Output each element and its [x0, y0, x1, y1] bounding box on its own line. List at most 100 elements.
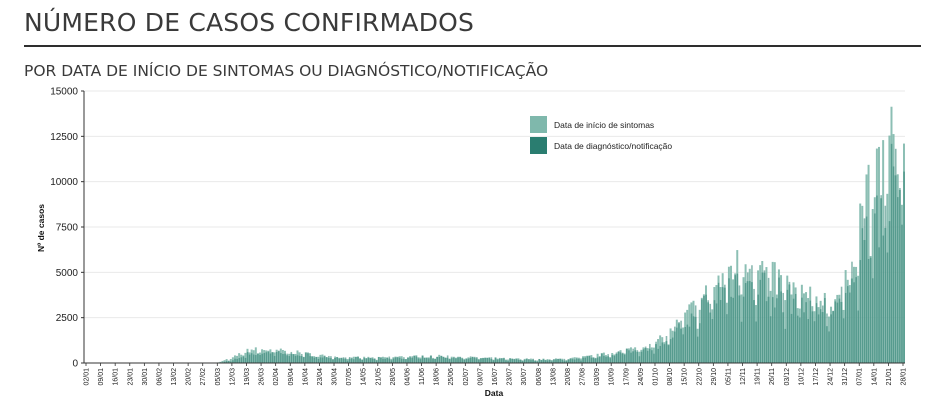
bar-diagnosis	[490, 357, 493, 363]
bar-diagnosis	[355, 357, 357, 363]
bar-diagnosis	[849, 292, 851, 363]
bar-diagnosis	[819, 309, 822, 363]
bar-diagnosis	[613, 355, 616, 363]
bar-diagnosis	[784, 328, 787, 363]
bar-diagnosis	[367, 357, 370, 363]
bar-diagnosis	[513, 359, 516, 363]
bar-diagnosis	[521, 361, 524, 363]
bar-diagnosis	[371, 358, 374, 363]
bar-diagnosis	[761, 272, 764, 363]
bar-diagnosis	[284, 353, 286, 363]
bar-diagnosis	[411, 356, 414, 363]
x-tick-label: 18/06	[434, 368, 441, 386]
bar-diagnosis	[451, 358, 453, 363]
bar-diagnosis	[446, 355, 449, 363]
bar-diagnosis	[901, 224, 903, 363]
bar-diagnosis	[596, 357, 599, 363]
bar-diagnosis	[826, 313, 828, 363]
x-tick-label: 27/08	[580, 368, 587, 386]
bar-diagnosis	[713, 300, 716, 363]
bar-diagnosis	[294, 355, 297, 363]
x-tick-label: 21/01	[886, 368, 893, 386]
x-tick-label: 26/11	[769, 368, 776, 385]
bar-diagnosis	[361, 359, 363, 363]
x-tick-label: 01/10	[652, 368, 659, 386]
bar-diagnosis	[551, 361, 553, 363]
bar-diagnosis	[292, 354, 295, 363]
y-tick-label: 12500	[50, 132, 78, 143]
y-tick-labels: 0 2500 5000 7500 10000 12500 15000	[50, 87, 78, 370]
bar-diagnosis	[238, 358, 241, 363]
bar-diagnosis	[540, 360, 543, 363]
x-tick-label: 02/04	[273, 368, 280, 386]
bar-diagnosis	[296, 355, 299, 363]
bar-diagnosis	[842, 318, 845, 363]
bar-diagnosis	[626, 348, 628, 363]
axes	[81, 90, 905, 366]
bar-diagnosis	[832, 310, 835, 363]
bar-diagnosis	[649, 343, 651, 363]
bar-diagnosis	[644, 346, 647, 363]
bar-diagnosis	[448, 358, 451, 363]
bar-diagnosis	[492, 360, 495, 363]
bar-diagnosis	[569, 358, 572, 363]
bar-diagnosis	[386, 357, 389, 363]
bar-diagnosis	[517, 359, 520, 363]
bar-diagnosis	[778, 277, 780, 363]
x-tick-label: 07/05	[346, 368, 353, 386]
bar-diagnosis	[380, 357, 382, 363]
bar-diagnosis	[857, 310, 860, 363]
bar-diagnosis	[767, 277, 770, 363]
x-tick-label: 25/06	[448, 368, 455, 386]
bar-diagnosis	[480, 358, 482, 363]
bar-diagnosis	[709, 303, 712, 363]
bar-diagnosis	[430, 355, 432, 363]
x-tick-label: 06/02	[156, 368, 163, 386]
bar-diagnosis	[523, 359, 526, 363]
bar-diagnosis	[357, 356, 359, 363]
bar-diagnosis	[305, 353, 307, 363]
x-tick-label: 19/11	[755, 368, 762, 385]
bar-diagnosis	[576, 358, 578, 363]
bar-diagnosis	[478, 359, 480, 363]
bar-diagnosis	[280, 353, 282, 363]
bar-diagnosis	[471, 356, 474, 363]
y-tick-label: 2500	[56, 313, 79, 324]
bar-diagnosis	[300, 353, 303, 363]
bar-diagnosis	[655, 341, 657, 363]
bar-diagnosis	[275, 352, 278, 363]
x-tick-label: 23/01	[127, 368, 134, 386]
bar-diagnosis	[230, 361, 232, 363]
bar-diagnosis	[863, 218, 866, 363]
bar-diagnosis	[561, 359, 564, 363]
bar-diagnosis	[617, 351, 620, 363]
bar-diagnosis	[515, 359, 518, 363]
bar-diagnosis	[786, 289, 789, 363]
bar-diagnosis	[701, 299, 703, 363]
bar-diagnosis	[421, 355, 424, 363]
bar-diagnosis	[699, 323, 701, 363]
bar-diagnosis	[872, 278, 874, 363]
bar-diagnosis	[313, 357, 316, 363]
bar-diagnosis	[594, 357, 597, 363]
bar-diagnosis	[225, 361, 228, 363]
x-tick-label: 21/05	[375, 368, 382, 386]
x-tick-label: 13/08	[550, 368, 557, 386]
x-tick-label: 04/06	[404, 368, 411, 386]
bar-diagnosis	[619, 352, 622, 363]
legend-label-diagnosis: Data de diagnóstico/notificação	[554, 141, 672, 151]
bar-diagnosis	[501, 358, 503, 363]
bar-diagnosis	[484, 357, 486, 363]
bar-diagnosis	[269, 353, 272, 363]
bar-diagnosis	[571, 359, 574, 363]
bar-diagnosis	[511, 358, 514, 363]
bar-diagnosis	[678, 322, 680, 363]
bar-diagnosis	[494, 357, 497, 363]
bar-diagnosis	[507, 361, 509, 363]
bar-diagnosis	[330, 356, 332, 363]
bar-diagnosis	[498, 357, 501, 363]
bar-diagnosis	[646, 350, 649, 363]
x-tick-label: 03/12	[784, 368, 791, 386]
x-tick-label: 06/08	[536, 368, 543, 386]
bar-diagnosis	[346, 360, 349, 363]
